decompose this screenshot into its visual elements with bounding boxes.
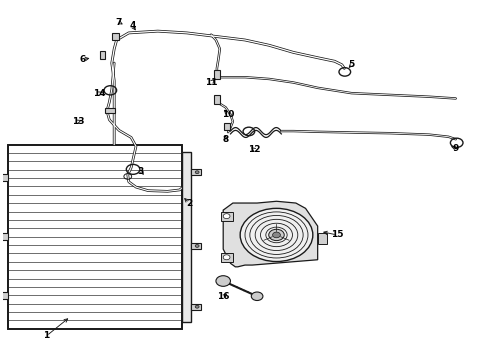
Text: 14: 14: [94, 89, 106, 98]
Bar: [223, 123, 230, 130]
Bar: [0, 292, 8, 299]
Bar: [318, 233, 327, 244]
Text: 7: 7: [116, 18, 122, 27]
Bar: [191, 169, 201, 175]
Text: 6: 6: [79, 55, 86, 64]
Circle shape: [195, 244, 199, 247]
Text: 5: 5: [348, 60, 355, 69]
Bar: [214, 70, 220, 79]
Bar: [99, 51, 105, 59]
Text: 2: 2: [186, 198, 193, 207]
Bar: [191, 303, 201, 310]
Text: 9: 9: [453, 144, 459, 153]
Circle shape: [216, 276, 230, 286]
Bar: [112, 33, 119, 40]
Text: 13: 13: [72, 117, 84, 126]
Bar: [8, 145, 182, 329]
Text: 10: 10: [222, 110, 234, 119]
Bar: [221, 212, 233, 221]
Circle shape: [223, 255, 230, 260]
Bar: [214, 95, 220, 104]
Text: 12: 12: [248, 145, 261, 154]
Bar: [182, 152, 191, 322]
Circle shape: [223, 214, 230, 219]
Circle shape: [251, 292, 263, 301]
Circle shape: [195, 171, 199, 174]
Circle shape: [240, 208, 313, 261]
Bar: [8, 145, 182, 329]
Circle shape: [195, 305, 199, 308]
Bar: [0, 174, 8, 181]
Bar: [0, 233, 8, 240]
Text: 11: 11: [205, 78, 218, 87]
Text: 1: 1: [43, 332, 49, 341]
Text: 15: 15: [331, 230, 343, 239]
Text: 3: 3: [138, 167, 144, 176]
Text: 16: 16: [217, 292, 229, 301]
Text: 8: 8: [222, 135, 229, 144]
Text: 4: 4: [129, 21, 136, 30]
Bar: [191, 243, 201, 249]
Bar: [105, 108, 115, 113]
Circle shape: [269, 229, 284, 240]
Polygon shape: [223, 201, 318, 267]
Circle shape: [272, 232, 280, 238]
Bar: [221, 253, 233, 261]
